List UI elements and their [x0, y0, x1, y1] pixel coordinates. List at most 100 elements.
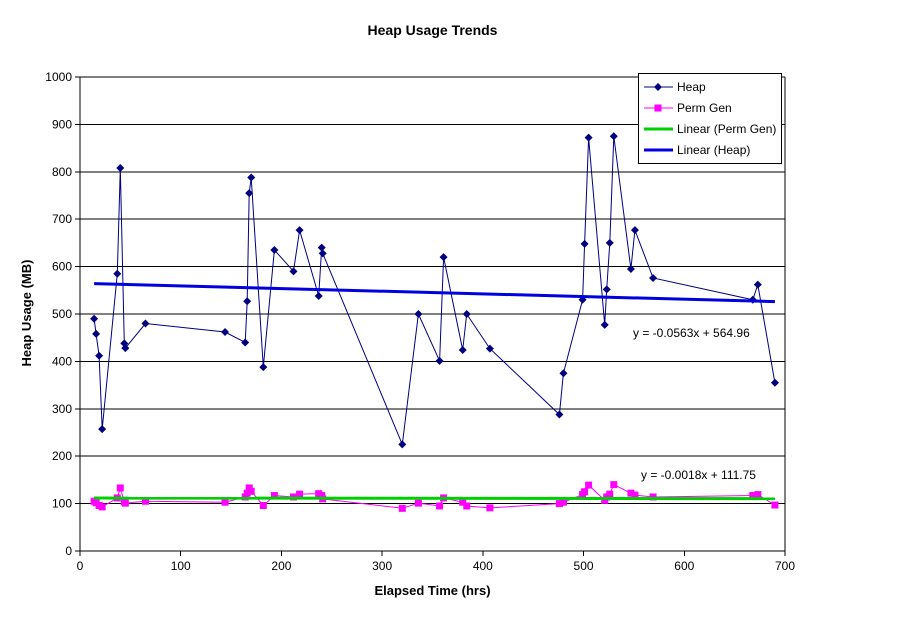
y-tick-label: 100: [52, 497, 72, 511]
heap-series-line: [93, 136, 776, 447]
heap-marker: [580, 239, 589, 248]
perm-gen-marker: [270, 492, 278, 500]
x-tick-label: 200: [271, 559, 291, 573]
heap-marker: [317, 243, 326, 252]
x-axis-title: Elapsed Time (hrs): [374, 583, 491, 598]
heap-marker: [241, 338, 250, 347]
heap-marker: [555, 410, 564, 419]
perm-gen-marker: [243, 489, 251, 497]
heap-marker: [559, 369, 568, 378]
heap-marker: [270, 246, 279, 255]
perm-gen-marker: [121, 499, 129, 507]
linear-heap-trendline: [94, 282, 775, 304]
heap-marker: [584, 133, 593, 142]
perm-gen-marker: [247, 487, 255, 495]
heap-marker: [439, 253, 448, 262]
heap-marker: [289, 267, 298, 276]
legend-item-linear-perm-gen: Linear (Perm Gen): [643, 118, 779, 139]
heap-marker: [435, 356, 444, 365]
legend-label-heap: Heap: [677, 79, 706, 94]
legend-item-heap: Heap: [643, 76, 779, 97]
y-tick-label: 300: [52, 402, 72, 416]
x-tick-label: 600: [674, 559, 694, 573]
perm-gen-series-line: [93, 483, 776, 509]
chart-legend: Heap Perm Gen Linear (Perm Gen) Linear (…: [638, 73, 782, 164]
x-tick-label: 700: [775, 559, 795, 573]
perm-gen-marker: [398, 504, 406, 512]
perm-gen-marker: [754, 491, 762, 499]
heap-marker: [221, 328, 230, 337]
perm-gen-marker: [141, 497, 149, 505]
heap-marker: [314, 291, 323, 300]
perm-gen-marker: [749, 492, 757, 500]
heap-marker: [295, 226, 304, 235]
legend-item-linear-heap: Linear (Heap): [643, 139, 779, 160]
y-tick-label: 800: [52, 165, 72, 179]
heap-marker: [95, 351, 104, 360]
heap-marker: [605, 238, 614, 247]
heap-marker: [245, 189, 254, 198]
heap-marker: [141, 319, 150, 328]
perm-gen-marker: [771, 501, 779, 509]
heap-marker: [98, 425, 107, 434]
y-tick-label: 1000: [45, 70, 72, 84]
linear-perm-gen-line-icon: [644, 127, 673, 130]
heap-marker: [626, 264, 635, 273]
perm-gen-marker: [459, 498, 467, 506]
perm-gen-marker: [414, 499, 422, 507]
legend-square-marker: [654, 104, 662, 111]
perm-gen-marker: [221, 498, 229, 506]
heap-marker: [649, 273, 658, 282]
perm-gen-series-icon: [644, 104, 673, 111]
perm-gen-marker: [259, 501, 267, 509]
heap-marker: [602, 285, 611, 294]
heap-marker: [113, 269, 122, 278]
heap-marker: [247, 173, 256, 182]
heap-marker: [458, 346, 467, 355]
perm-gen-marker: [555, 500, 563, 508]
heap-marker: [121, 344, 130, 353]
y-tick-label: 600: [52, 260, 72, 274]
heap-trendline-equation: y = -0.0563x + 564.96: [633, 326, 750, 340]
heap-marker: [770, 378, 779, 387]
heap-series-icon: [644, 82, 673, 91]
perm-gen-marker: [463, 502, 471, 510]
legend-item-perm-gen: Perm Gen: [643, 97, 779, 118]
chart-title: Heap Usage Trends: [367, 22, 498, 38]
heap-marker: [609, 132, 618, 141]
y-tick-label: 500: [52, 307, 72, 321]
heap-marker: [630, 226, 639, 235]
heap-marker: [485, 344, 494, 353]
x-tick-label: 100: [171, 559, 191, 573]
x-tick-label: 500: [574, 559, 594, 573]
legend-diamond-marker: [654, 82, 662, 91]
y-tick-label: 0: [65, 544, 72, 558]
heap-marker: [92, 329, 101, 338]
perm-gen-marker: [296, 490, 304, 498]
perm-gen-marker: [585, 481, 593, 489]
heap-marker: [90, 314, 99, 323]
y-tick-label: 400: [52, 354, 72, 368]
perm-gen-marker: [559, 498, 567, 506]
heap-marker: [462, 310, 471, 318]
heap-marker: [259, 363, 268, 372]
legend-label-perm-gen: Perm Gen: [677, 100, 732, 115]
perm-gen-marker: [436, 502, 444, 510]
y-tick-label: 200: [52, 449, 72, 463]
linear-heap-line-icon: [644, 148, 673, 151]
heap-marker: [600, 320, 609, 329]
perm-gen-trendline-equation: y = -0.0018x + 111.75: [641, 468, 756, 482]
heap-marker: [116, 164, 125, 173]
y-tick-label: 900: [52, 117, 72, 131]
perm-gen-marker: [581, 488, 589, 496]
heap-marker: [398, 440, 407, 449]
perm-gen-marker: [627, 489, 635, 497]
legend-label-linear-perm-gen: Linear (Perm Gen): [677, 121, 777, 136]
heap-marker: [414, 310, 423, 318]
y-tick-label: 700: [52, 212, 72, 226]
heap-marker: [318, 249, 327, 258]
perm-gen-marker: [116, 484, 124, 492]
perm-gen-marker: [486, 504, 494, 512]
